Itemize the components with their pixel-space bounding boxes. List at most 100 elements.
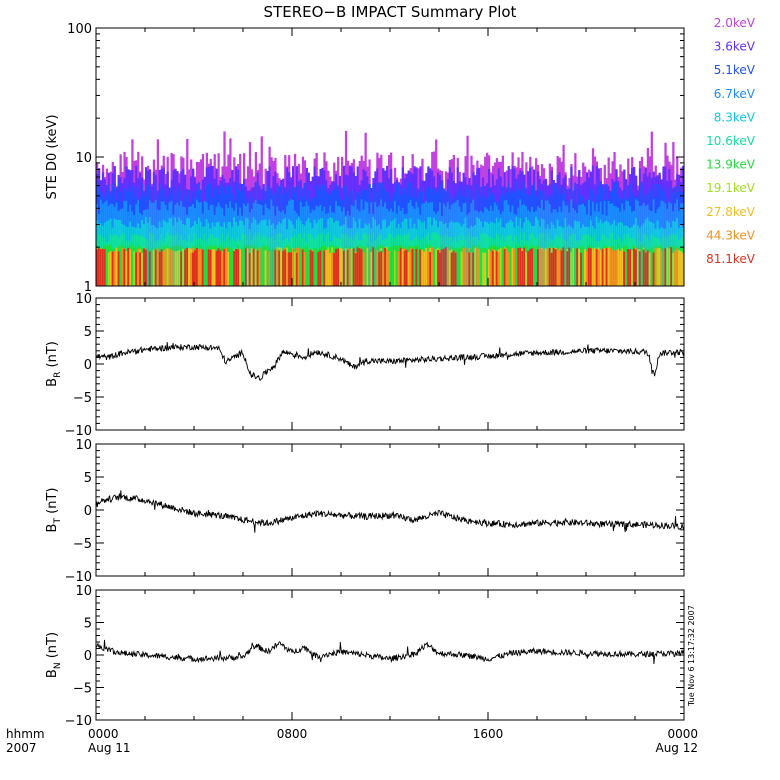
y-tick-label: 10 <box>75 151 92 166</box>
spectrum-bar <box>243 246 246 286</box>
spectrum-bar <box>368 249 371 286</box>
spectrum-bar <box>439 252 442 286</box>
spectrum-bar <box>568 247 571 286</box>
spectrum-bar <box>454 252 457 286</box>
y-tick-label: −5 <box>73 391 92 406</box>
spectrum-bar <box>478 248 481 286</box>
spectrum-bar <box>244 248 248 286</box>
spectrum-bar <box>217 248 220 286</box>
spectrum-bar <box>241 248 244 286</box>
spectrum-bar <box>566 251 569 286</box>
field-axis-label: BR (nT) <box>45 341 63 387</box>
spectrum-bar <box>305 245 308 286</box>
spectrum-bar <box>421 251 424 286</box>
spectrum-bar <box>315 248 318 286</box>
spectrum-bar <box>246 248 250 286</box>
spectrum-bar <box>403 250 406 286</box>
spectrum-bar <box>205 247 209 286</box>
spectrum-bar <box>546 247 550 286</box>
spectrum-bar <box>272 248 275 286</box>
spectrum-bar <box>670 247 673 286</box>
spectrum-bar <box>560 250 563 286</box>
spectrum-bar <box>227 251 230 286</box>
spectrum-bar <box>256 250 259 286</box>
spectrum-bar <box>599 249 602 286</box>
y-tick-label: 0 <box>84 358 92 373</box>
spectrum-bar <box>550 252 553 286</box>
spectrum-bar <box>174 251 177 286</box>
spectrum-bar <box>278 250 281 286</box>
spectrum-bar <box>474 247 477 286</box>
bt-panel: 10 5 0 −5 −10 BT (nT) <box>45 438 685 585</box>
spectrum-bar <box>362 252 365 286</box>
spectrum-bar <box>509 246 512 286</box>
spectrum-bar <box>250 248 254 286</box>
spectrum-bar <box>127 247 130 286</box>
spectrum-bar <box>388 251 391 286</box>
y-tick-label: 5 <box>84 471 92 486</box>
spectrum-bar <box>327 249 330 286</box>
panel-frame <box>95 589 685 721</box>
spectrum-bar <box>323 250 326 286</box>
spectrum-bar <box>313 247 316 286</box>
spectrum-bar <box>515 245 518 286</box>
spectrum-bar <box>491 250 495 286</box>
legend-entry: 19.1keV <box>706 181 756 195</box>
spectrum-bar <box>676 247 679 286</box>
y-tick-label: 10 <box>75 292 92 307</box>
y-tick-label: 10 <box>75 438 92 453</box>
spectrum-bar <box>152 250 156 286</box>
spectrum-bar <box>194 250 197 286</box>
spectrum-bar <box>660 250 663 286</box>
spectrum-bar <box>513 248 516 286</box>
spectrum-bar <box>350 247 354 286</box>
spectrum-bar <box>456 247 459 286</box>
spectrum-bar <box>601 248 604 286</box>
spectrum-bar <box>407 251 410 286</box>
spectrum-bar <box>109 251 112 286</box>
field-series-line <box>95 490 685 533</box>
spectrum-bar <box>390 247 393 286</box>
spectrum-bar <box>564 248 567 286</box>
spectrum-bar <box>360 249 363 286</box>
spectrum-bar <box>131 244 134 286</box>
spectrum-bar <box>182 248 185 286</box>
spectrum-bar <box>615 250 618 286</box>
spectrum-bar <box>525 252 528 286</box>
spectrum-bar <box>591 251 595 286</box>
x-tick-label: 0800 <box>277 727 308 741</box>
legend-entry: 6.7keV <box>714 87 756 101</box>
spectrum-bar <box>621 249 624 286</box>
spectrum-bar <box>572 247 575 286</box>
spectrum-bar <box>274 250 277 286</box>
legend-entry: 44.3keV <box>706 228 756 242</box>
spectrum-bar <box>595 249 599 286</box>
spectrum-bar <box>570 252 573 286</box>
spectrum-bar <box>166 248 169 286</box>
spectrum-bar <box>470 252 473 286</box>
spectrum-bar <box>413 246 416 286</box>
spectrum-bar <box>252 248 256 286</box>
spectrum-bar <box>397 251 401 286</box>
spectrum-bar <box>284 249 287 286</box>
spectrum-bar <box>635 249 638 286</box>
spectrum-bar <box>529 249 532 286</box>
spectrum-bar <box>352 248 356 286</box>
spectrum-bar <box>356 247 359 286</box>
spectrum-bar <box>395 245 399 286</box>
spectrum-bar <box>145 249 148 286</box>
spectrum-bar <box>652 252 655 286</box>
spectrum-bar <box>333 253 336 286</box>
field-axis-label: BN (nT) <box>45 632 63 678</box>
spectrum-bar <box>133 251 136 286</box>
spectrum-bar <box>239 249 242 286</box>
spectrum-bar <box>548 247 552 286</box>
spectrum-bar <box>437 250 440 286</box>
spectrum-bar <box>554 249 557 286</box>
spectrum-bar <box>372 247 375 286</box>
spectrum-bar <box>576 248 579 286</box>
y-tick-label: −10 <box>65 570 92 585</box>
spectrum-bar <box>472 252 475 286</box>
spectrum-bar <box>186 247 189 286</box>
